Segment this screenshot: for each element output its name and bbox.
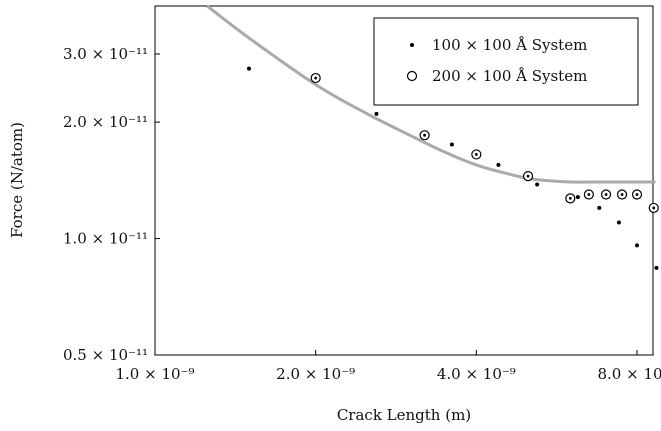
series-1-point-5 (575, 195, 580, 200)
legend-box (373, 17, 639, 106)
series-1-point-9 (654, 265, 659, 270)
x-tick-label-2: 4.0 × 10⁻⁹ (437, 365, 516, 383)
series-1-point-1 (374, 111, 379, 116)
legend-label-series-1: 100 × 100 Å System (432, 36, 587, 54)
y-tick-label-3: 3.0 × 10⁻¹¹ (63, 45, 148, 63)
y-tick-label-1: 1.0 × 10⁻¹¹ (63, 230, 148, 248)
series-2-point-5 (583, 189, 594, 200)
legend-label-series-2: 200 × 100 Å System (432, 67, 587, 85)
series-2-point-6 (600, 189, 612, 200)
x-tick-label-3: 8.0 × 10⁻⁹ (598, 365, 661, 383)
series-1-point-7 (616, 220, 621, 225)
series-2-point-2 (471, 149, 482, 160)
y-tick-label-2: 2.0 × 10⁻¹¹ (63, 113, 148, 131)
series-2-point-7 (616, 189, 628, 200)
series-1-point-0 (246, 66, 251, 71)
legend-marker-circle (406, 70, 418, 82)
legend-marker-dot (410, 43, 414, 47)
fit-curve (206, 4, 656, 184)
y-axis-title: Force (N/atom) (8, 122, 26, 238)
series-1-point-6 (597, 205, 602, 210)
points-layer (246, 66, 659, 270)
series-2-point-8 (631, 189, 643, 200)
series-2-point-9 (648, 202, 659, 214)
series-2-point-0 (310, 72, 321, 84)
series-1-point-3 (496, 162, 501, 167)
x-tick-label-0: 1.0 × 10⁻⁹ (116, 365, 195, 383)
series-1-point-8 (635, 243, 639, 248)
legend: 100 × 100 Å System 200 × 100 Å System (373, 17, 639, 106)
series-2-point-1 (419, 130, 430, 141)
y-tick-label-0: 0.5 × 10⁻¹¹ (63, 346, 148, 364)
ticks-layer: 1.0 × 10⁻⁹ 2.0 × 10⁻⁹ 4.0 × 10⁻⁹ 8.0 × 10⁻⁹… (63, 45, 661, 383)
gray-curve-layer (206, 4, 656, 184)
series-2-point-4 (565, 193, 576, 204)
series-1-point-4 (535, 182, 540, 187)
x-axis-title: Crack Length (m) (337, 406, 471, 424)
series-2-point-3 (522, 171, 534, 182)
series-1-point-2 (449, 142, 454, 147)
x-tick-label-1: 2.0 × 10⁻⁹ (276, 365, 355, 383)
